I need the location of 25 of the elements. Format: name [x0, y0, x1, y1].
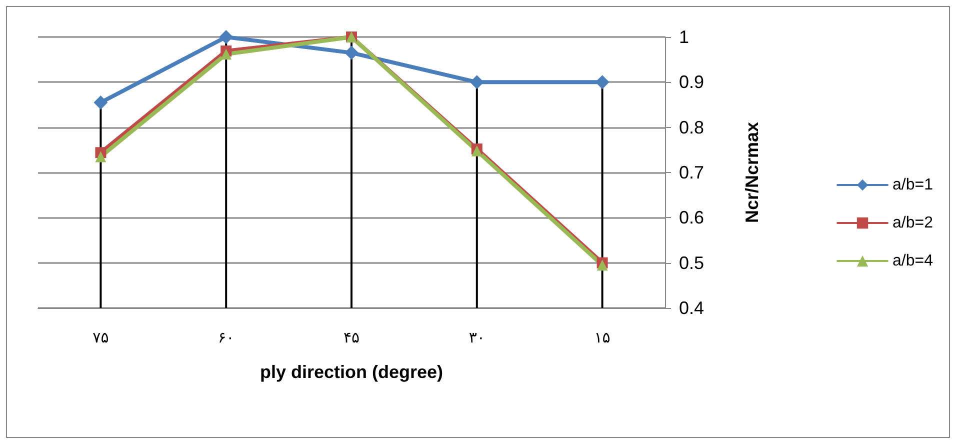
y-tick-label: 0.6 — [679, 208, 704, 228]
x-axis-title: ply direction (degree) — [260, 362, 444, 382]
y-tick-label: 0.5 — [679, 252, 704, 273]
legend-label: a/b=1 — [892, 176, 934, 194]
x-tick-label: ۱۵ — [594, 328, 610, 346]
point — [470, 75, 484, 90]
x-tick-label: ۶۰ — [218, 328, 234, 346]
point — [94, 95, 108, 110]
point — [95, 151, 106, 162]
legend-label: a/b=2 — [892, 214, 934, 232]
y-axis-title: Ncr/Ncrmax — [742, 122, 762, 224]
x-tick-label: ۴۵ — [343, 328, 360, 346]
point — [219, 30, 234, 44]
y-tick-label: 0.8 — [679, 117, 704, 138]
y-tick-label: 0.7 — [679, 162, 704, 182]
legend-label: a/b=4 — [892, 252, 934, 270]
y-tick-label: 1 — [679, 27, 690, 47]
y-tick-label: 0.9 — [679, 72, 704, 92]
y-tick-label: 0.4 — [679, 298, 704, 318]
x-tick-label: ۳۰ — [468, 328, 485, 346]
point — [596, 260, 608, 271]
point — [595, 75, 610, 90]
point — [220, 48, 232, 60]
x-tick-label: ۷۵ — [92, 328, 109, 346]
point — [344, 46, 358, 60]
